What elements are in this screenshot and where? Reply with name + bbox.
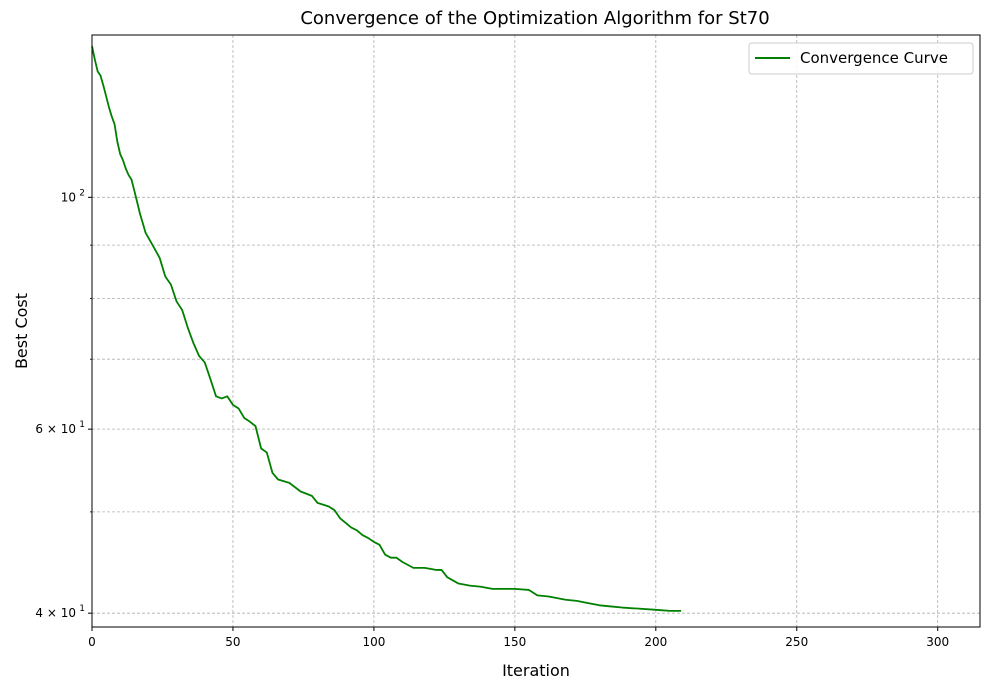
plot-frame	[91, 34, 981, 628]
legend-label: Convergence Curve	[800, 49, 948, 67]
x-tick-label: 100	[362, 635, 385, 649]
chart-title: Convergence of the Optimization Algorith…	[300, 8, 769, 29]
y-tick-exponent: 2	[79, 188, 85, 198]
x-tick-label: 200	[644, 635, 667, 649]
y-tick-exponent: 1	[79, 604, 85, 614]
x-tick-label: 300	[926, 635, 949, 649]
legend-box	[748, 42, 974, 75]
x-tick-label: 150	[503, 635, 526, 649]
y-tick-label: 10	[61, 190, 76, 204]
plot-area	[91, 46, 682, 612]
y-axis-label: Best Cost	[12, 293, 31, 369]
grid	[91, 35, 980, 627]
x-tick-label: 50	[225, 635, 240, 649]
y-tick-label: 4 × 10	[35, 606, 76, 620]
x-tick-label: 250	[785, 635, 808, 649]
y-tick-label: 6 × 10	[35, 422, 76, 436]
legend: Convergence Curve	[748, 42, 974, 75]
x-tick-label: 0	[88, 635, 96, 649]
x-axis-label: Iteration	[502, 661, 570, 680]
y-tick-exponent: 1	[79, 420, 85, 430]
series-line	[91, 46, 682, 612]
